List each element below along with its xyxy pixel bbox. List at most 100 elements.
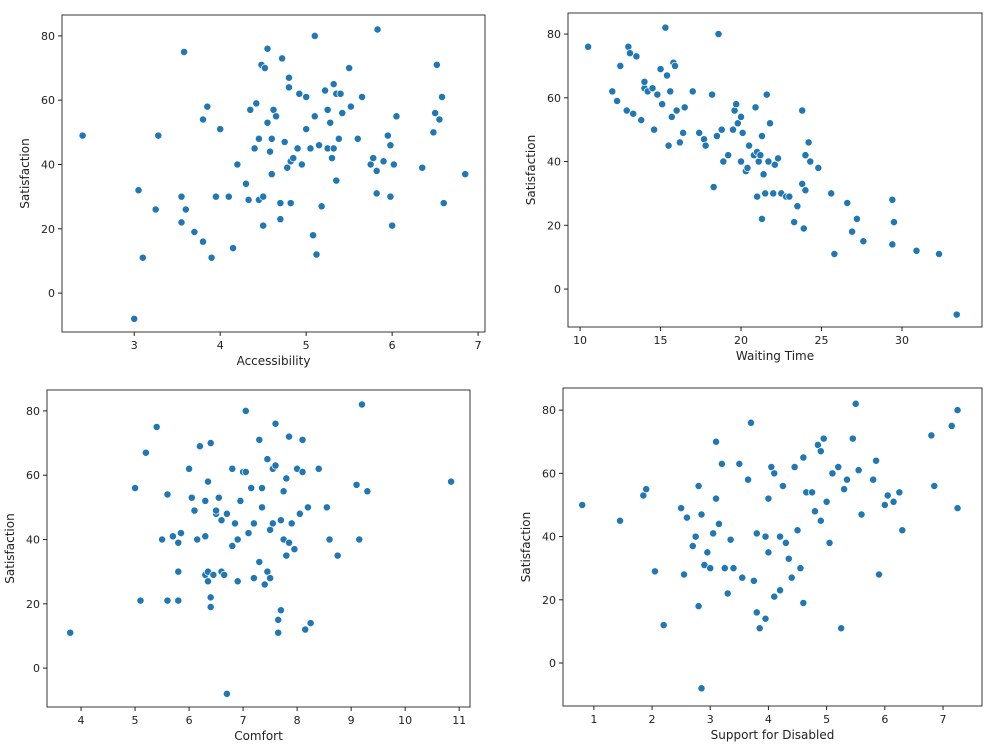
scatter-point	[712, 437, 721, 446]
scatter-point	[708, 90, 717, 99]
scatter-point	[276, 215, 285, 224]
scatter-point	[228, 541, 237, 550]
scatter-point	[632, 52, 641, 61]
scatter-point	[141, 448, 150, 457]
scatter-point	[658, 100, 667, 109]
scatter-point	[769, 189, 778, 198]
x-tick-label: 15	[654, 334, 668, 347]
scatter-point	[883, 491, 892, 500]
scatter-point	[729, 564, 738, 573]
scatter-point	[706, 564, 715, 573]
scatter-point	[152, 423, 161, 431]
scatter-point	[624, 42, 633, 51]
scatter-point	[666, 87, 675, 96]
scatter-point	[762, 90, 771, 99]
x-tick-label: 25	[815, 334, 829, 347]
scatter-point	[295, 89, 304, 98]
scatter-point	[701, 141, 710, 150]
scatter-point	[255, 558, 264, 566]
scatter-point	[266, 574, 275, 583]
scatter-point	[187, 493, 196, 502]
scatter-point	[822, 497, 831, 506]
scatter-point	[813, 440, 822, 449]
scatter-point	[372, 189, 381, 198]
scatter-point	[729, 125, 737, 134]
scatter-point	[295, 509, 304, 518]
scatter-point	[258, 503, 266, 512]
scatter-point	[659, 621, 668, 630]
scatter-point	[212, 506, 221, 515]
scatter-point	[285, 83, 293, 92]
scatter-point	[890, 218, 898, 227]
x-tick-label: 5	[303, 339, 310, 352]
scatter-point	[276, 516, 285, 525]
scatter-point	[726, 535, 735, 544]
scatter-point	[282, 474, 291, 483]
scatter-point	[293, 144, 302, 153]
scatter-point	[328, 154, 336, 163]
scatter-point	[608, 87, 617, 96]
x-tick-label: 20	[734, 334, 748, 347]
scatter-point	[719, 157, 728, 166]
x-tick-label: 6	[186, 714, 193, 727]
scatter-point	[895, 488, 904, 497]
scatter-point	[267, 170, 276, 179]
scatter-point	[180, 48, 189, 56]
scatter-point	[447, 477, 456, 486]
scatter-point	[935, 250, 943, 258]
x-tick-label: 10	[398, 714, 412, 727]
scatter-point	[301, 625, 310, 634]
scatter-point	[358, 93, 367, 101]
scatter-point	[764, 157, 773, 166]
scatter-point	[372, 166, 381, 175]
scatter-point	[745, 141, 754, 150]
scatter-point	[888, 195, 897, 204]
x-tick-label: 6	[389, 339, 396, 352]
scatter-point	[852, 214, 861, 223]
scatter-point	[622, 106, 631, 115]
y-tick-label: 80	[41, 30, 55, 43]
scatter-point	[694, 602, 703, 611]
scatter-point	[912, 246, 921, 255]
scatter-point	[671, 61, 679, 70]
scatter-point	[207, 253, 216, 262]
scatter-point	[806, 157, 815, 166]
scatter-point	[177, 218, 186, 227]
scatter-point	[953, 504, 962, 513]
scatter-point	[338, 109, 347, 118]
scatter-point	[233, 577, 242, 586]
scatter-point	[322, 503, 331, 512]
scatter-point	[333, 551, 342, 560]
scatter-point	[224, 192, 233, 201]
scatter-point	[827, 189, 836, 198]
scatter-point	[640, 77, 649, 86]
y-tick-label: 60	[547, 92, 561, 105]
scatter-point	[231, 519, 239, 528]
scatter-point	[790, 218, 799, 227]
scatter-point	[388, 221, 397, 230]
x-axis-label: Accessibility	[237, 354, 311, 368]
scatter-point	[753, 192, 762, 201]
scatter-point	[749, 576, 758, 585]
scatter-point	[889, 497, 898, 506]
scatter-point	[386, 141, 395, 150]
scatter-point	[737, 112, 745, 121]
scatter-point	[190, 506, 199, 515]
scatter-point	[392, 112, 401, 121]
scatter-point	[717, 459, 726, 468]
scatter-point	[747, 418, 755, 427]
scatter-point	[286, 199, 295, 208]
y-tick-label: 0	[554, 283, 561, 296]
scatter-point	[613, 97, 622, 105]
scatter-point	[315, 141, 324, 150]
scatter-point	[811, 507, 819, 516]
scatter-point	[715, 519, 723, 528]
scatter-point	[317, 202, 326, 211]
scatter-point	[828, 469, 837, 478]
scatter-point	[694, 482, 703, 490]
scatter-point	[206, 593, 215, 602]
scatter-point	[761, 532, 770, 541]
scatter-point	[766, 119, 774, 128]
scatter-point	[258, 484, 266, 493]
scatter-point	[774, 154, 783, 163]
